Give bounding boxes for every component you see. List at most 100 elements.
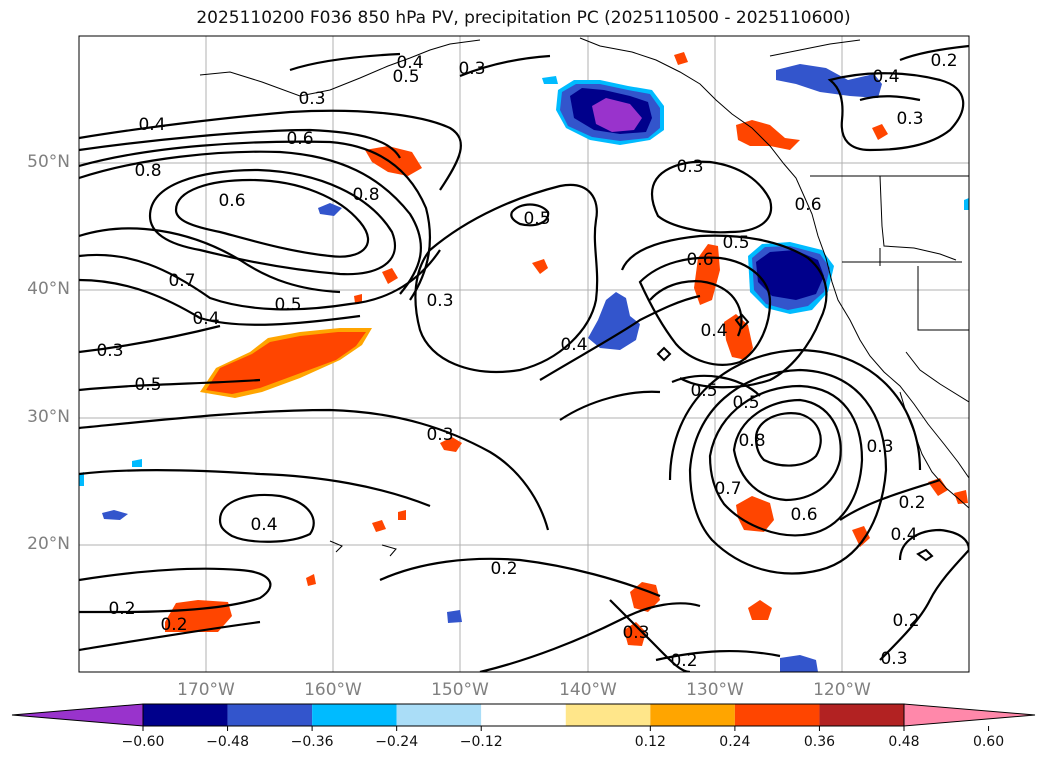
precip-area <box>756 250 824 300</box>
contour-label: 0.5 <box>722 233 749 253</box>
contour-label: 0.2 <box>108 599 135 619</box>
lon-label: 120°W <box>813 680 871 700</box>
colorbar-tick-label: 0.48 <box>888 734 920 750</box>
colorbar-tick-label: 0.24 <box>719 734 751 750</box>
colorbar-tick-label: 0.60 <box>972 734 1005 750</box>
contour-label: 0.3 <box>896 109 923 129</box>
contour-label: 0.5 <box>392 67 419 87</box>
colorbar-tick-label: −0.36 <box>290 734 334 750</box>
contour-label: 0.4 <box>560 335 587 355</box>
contour-label: 0.4 <box>872 67 899 87</box>
precip-area <box>964 198 969 210</box>
lat-label: 20°N <box>27 534 70 554</box>
contour-label: 0.7 <box>168 271 195 291</box>
precip-area <box>852 526 870 547</box>
lon-label: 160°W <box>304 680 362 700</box>
contour-label: 0.3 <box>458 59 485 79</box>
lon-label: 130°W <box>686 680 744 700</box>
precip-area <box>674 52 688 65</box>
contour-label: 0.3 <box>96 341 123 361</box>
contour-label: 0.3 <box>622 623 649 643</box>
contour-label: 0.6 <box>218 191 245 211</box>
precip-area <box>630 582 660 612</box>
precip-area <box>872 124 888 140</box>
precip-area <box>592 98 642 132</box>
colorbar-tick-label: 0.12 <box>634 734 666 750</box>
precip-area <box>780 655 818 672</box>
contour-label: 0.2 <box>670 651 697 671</box>
precip-area <box>132 459 142 467</box>
map-frame <box>78 35 970 673</box>
precip-area <box>776 64 882 98</box>
precip-area <box>588 292 640 350</box>
precip-area <box>372 520 386 532</box>
contour-label-group: 0.4 0.5 0.3 0.4 0.3 0.6 0.8 0.6 0.8 0.5 … <box>96 51 957 671</box>
contour-label: 0.6 <box>794 195 821 215</box>
contour-label: 0.5 <box>134 375 161 395</box>
contour-label: 0.6 <box>790 505 817 525</box>
precip-area <box>447 610 462 623</box>
colorbar-tick-label: 0.36 <box>803 734 836 750</box>
colorbar-tick-label: −0.12 <box>459 734 503 750</box>
lat-label: 30°N <box>27 407 70 427</box>
contour-label: 0.2 <box>490 559 517 579</box>
contour-label: 0.5 <box>274 295 301 315</box>
contour-label: 0.6 <box>686 250 713 270</box>
precip-area <box>748 600 772 620</box>
map-title: 2025110200 F036 850 hPa PV, precipitatio… <box>196 8 851 28</box>
lon-label: 170°W <box>177 680 235 700</box>
precip-area <box>365 146 422 176</box>
lon-label: 140°W <box>559 680 617 700</box>
precip-area <box>206 332 366 394</box>
precip-area <box>532 259 548 274</box>
contour-label: 0.2 <box>898 493 925 513</box>
precip-area <box>398 510 406 520</box>
pv-small-contours <box>656 313 934 562</box>
contour-label: 0.3 <box>866 437 893 457</box>
contour-label: 0.3 <box>426 425 453 445</box>
contour-label: 0.6 <box>286 129 313 149</box>
precip-area <box>954 490 968 504</box>
contour-label: 0.3 <box>426 291 453 311</box>
contour-label: 0.3 <box>298 89 325 109</box>
pv-contours <box>79 44 969 672</box>
lat-label: 50°N <box>27 152 70 172</box>
precip-area <box>306 574 316 586</box>
contour-label: 0.4 <box>192 309 219 329</box>
contour-label: 0.2 <box>892 611 919 631</box>
contour-label: 0.4 <box>700 321 727 341</box>
precip-area <box>382 268 398 284</box>
contour-label: 0.2 <box>160 615 187 635</box>
contour-label: 0.4 <box>138 115 165 135</box>
precip-area <box>724 314 753 360</box>
precip-area <box>318 203 342 216</box>
contour-label: 0.5 <box>690 381 717 401</box>
precip-area <box>542 76 558 84</box>
precip-area <box>736 120 800 150</box>
precip-area <box>354 294 362 303</box>
contour-label: 0.8 <box>738 431 765 451</box>
contour-label: 0.7 <box>714 479 741 499</box>
lon-label: 150°W <box>431 680 489 700</box>
contour-label: 0.2 <box>930 51 957 71</box>
precip-area <box>736 496 774 532</box>
contour-label: 0.3 <box>676 157 703 177</box>
contour-label: 0.8 <box>352 185 379 205</box>
contour-label: 0.5 <box>732 393 759 413</box>
colorbar-tick-label: −0.60 <box>121 734 165 750</box>
precip-area <box>79 472 84 486</box>
contour-label: 0.5 <box>523 209 550 229</box>
lat-label: 40°N <box>27 279 70 299</box>
contour-label: 0.4 <box>890 525 917 545</box>
contour-label: 0.4 <box>396 53 423 73</box>
graticule <box>79 36 969 672</box>
precip-area <box>102 510 128 520</box>
precip-area <box>694 244 720 305</box>
precip-area <box>440 437 462 452</box>
contour-label: 0.3 <box>880 649 907 669</box>
colorbar-tick-label: −0.48 <box>206 734 249 750</box>
colorbar-tick-label: −0.24 <box>375 734 419 750</box>
precip-negative-areas <box>79 64 969 672</box>
precip-area <box>624 622 646 646</box>
